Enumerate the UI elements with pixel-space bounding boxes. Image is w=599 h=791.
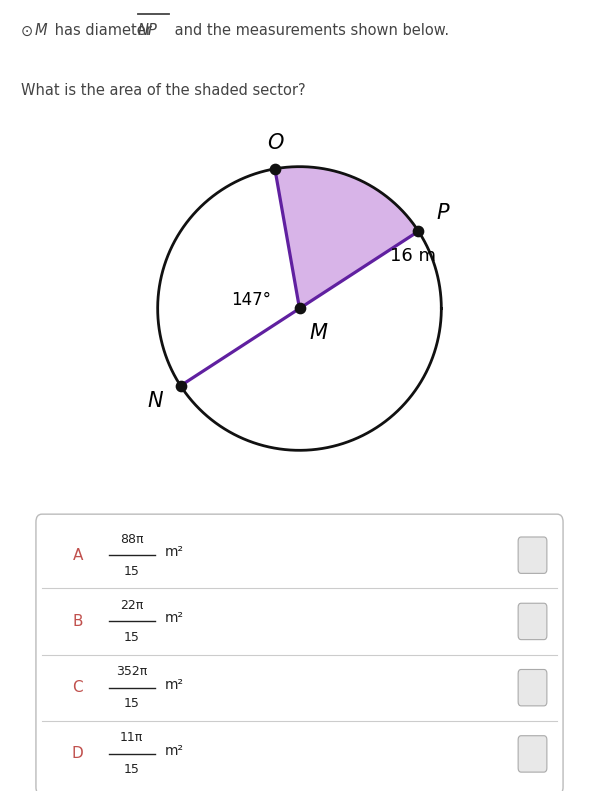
Text: C: C <box>72 680 83 695</box>
Text: 22π: 22π <box>120 599 143 612</box>
Text: B: B <box>72 614 83 629</box>
Text: D: D <box>72 747 84 762</box>
Text: 88π: 88π <box>120 532 144 546</box>
Polygon shape <box>275 167 419 308</box>
Text: 15: 15 <box>124 565 140 577</box>
Text: m²: m² <box>165 678 184 691</box>
Text: 15: 15 <box>124 763 140 777</box>
Text: m²: m² <box>165 611 184 625</box>
Text: 147°: 147° <box>231 291 271 309</box>
Point <box>270 162 280 175</box>
Text: What is the area of the shaded sector?: What is the area of the shaded sector? <box>21 83 305 98</box>
Text: N: N <box>148 392 164 411</box>
Point <box>295 302 304 315</box>
Text: 352π: 352π <box>116 665 147 678</box>
Text: 15: 15 <box>124 631 140 644</box>
Point <box>414 225 423 237</box>
Text: ⊙: ⊙ <box>21 24 33 39</box>
Text: m²: m² <box>165 744 184 758</box>
Text: 16 m: 16 m <box>390 247 436 265</box>
Text: NP: NP <box>138 24 158 39</box>
Text: O: O <box>267 133 283 153</box>
Text: P: P <box>437 202 449 223</box>
Text: m²: m² <box>165 545 184 559</box>
Text: and the measurements shown below.: and the measurements shown below. <box>170 24 449 39</box>
Text: 11π: 11π <box>120 732 143 744</box>
Text: A: A <box>72 547 83 562</box>
Text: M: M <box>310 323 328 343</box>
Text: 15: 15 <box>124 697 140 710</box>
Text: M: M <box>34 24 47 39</box>
Text: has diameter: has diameter <box>50 24 156 39</box>
Point <box>176 380 185 392</box>
